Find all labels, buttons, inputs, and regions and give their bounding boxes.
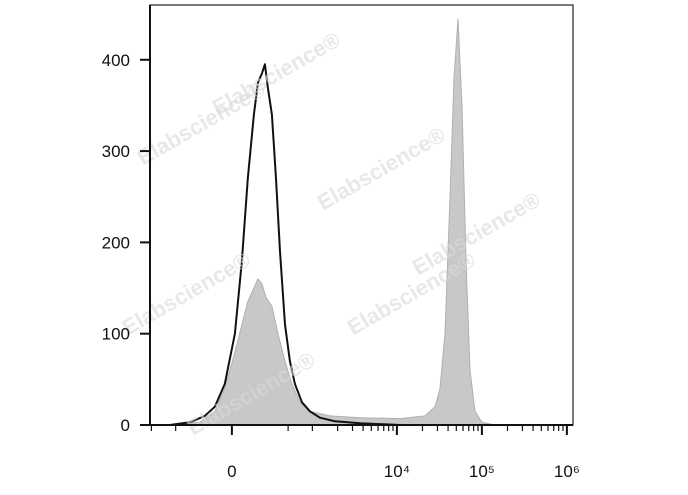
y-tick-label: 200 [102, 233, 130, 252]
y-tick-label: 300 [102, 142, 130, 161]
x-tick-label: 10⁵ [469, 462, 495, 481]
x-tick-label: 10⁶ [554, 462, 580, 481]
y-tick-label: 0 [121, 416, 130, 435]
y-tick-label: 100 [102, 325, 130, 344]
y-tick-label: 400 [102, 51, 130, 70]
watermark: Elabscience® [208, 27, 345, 120]
histogram-area [169, 18, 496, 426]
watermark: Elabscience® [313, 122, 450, 215]
histogram-line [169, 63, 400, 426]
x-tick-label: 10⁴ [384, 462, 410, 481]
watermark: Elabscience® [118, 247, 255, 340]
x-tick-label: 0 [227, 462, 236, 481]
